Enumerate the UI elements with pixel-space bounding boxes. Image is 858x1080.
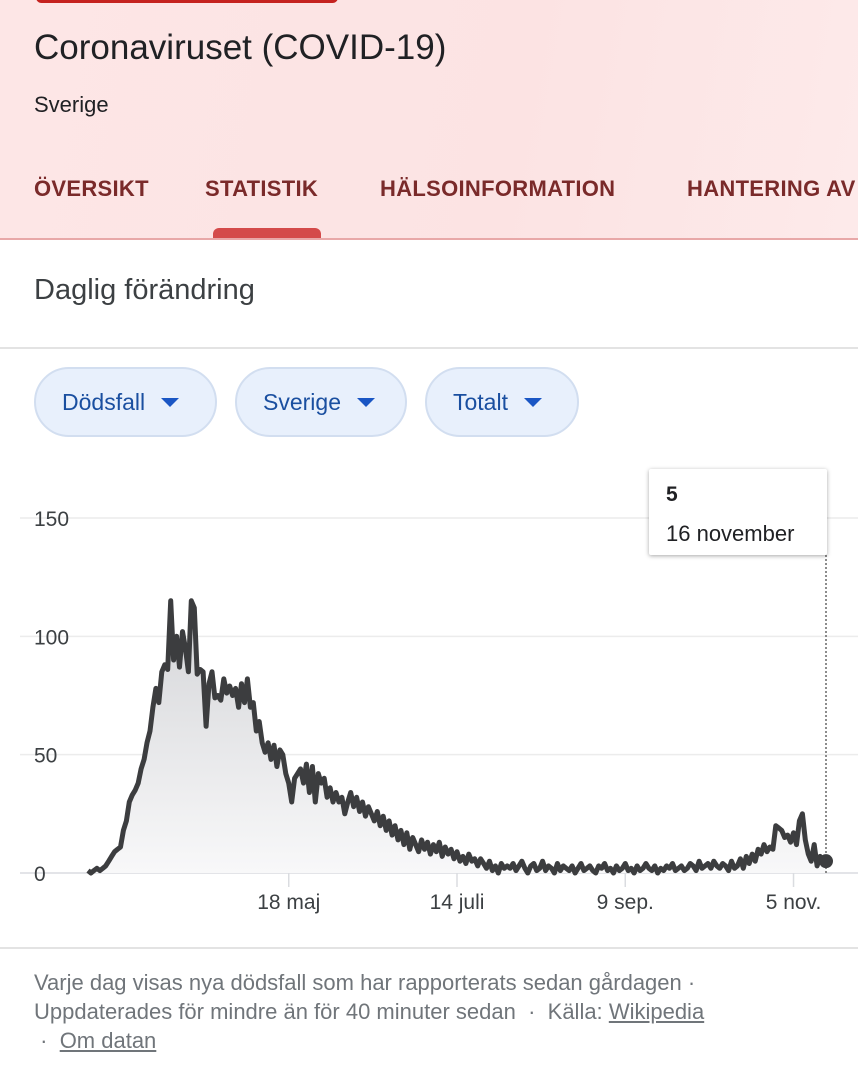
wikipedia-link[interactable]: Wikipedia — [608, 999, 705, 1024]
y-tick-label: 150 — [34, 508, 69, 531]
page-title: Coronaviruset (COVID-19) — [34, 28, 447, 67]
tooltip-date: 16 november — [666, 521, 795, 546]
footer-updated: Uppdaterades för mindre än för 40 minute… — [34, 999, 516, 1024]
highlight-point[interactable] — [819, 854, 833, 869]
series-line — [86, 598, 828, 876]
tab-statistik[interactable]: STATISTIK — [205, 176, 319, 201]
search-bar-edge — [36, 0, 338, 3]
tab-oversikt[interactable]: ÖVERSIKT — [34, 176, 149, 201]
region-filter-dropdown[interactable]: Sverige — [235, 367, 407, 437]
chart-tooltip: 5 16 november — [649, 469, 827, 555]
metric-filter-dropdown[interactable]: Dödsfall — [34, 367, 217, 437]
chip-label: Totalt — [453, 388, 508, 415]
daily-deaths-chart[interactable]: 0 50 100 150 18 maj 14 juli 9 sep. 5 nov. — [0, 460, 858, 930]
chip-label: Sverige — [263, 388, 341, 415]
x-tick-label: 5 nov. — [766, 891, 822, 914]
source-label: Källa: — [547, 999, 603, 1024]
chip-label: Dödsfall — [62, 388, 146, 415]
y-tick-label: 50 — [34, 745, 57, 768]
area-fill — [88, 600, 826, 873]
y-tick-label: 100 — [34, 626, 69, 649]
separator: · — [528, 999, 536, 1024]
tab-halsoinformation[interactable]: HÄLSOINFORMATION — [380, 176, 616, 201]
x-tick-label: 18 maj — [257, 891, 320, 914]
y-tick-label: 0 — [34, 863, 46, 886]
active-tab-indicator — [213, 228, 321, 238]
page-subtitle: Sverige — [34, 92, 109, 117]
separator: · — [40, 1028, 48, 1053]
section-title: Daglig förändring — [34, 274, 255, 306]
about-data-link[interactable]: Om datan — [59, 1028, 157, 1053]
header: Coronaviruset (COVID-19) Sverige ÖVERSIK… — [0, 0, 858, 240]
x-tick-label: 9 sep. — [597, 891, 654, 914]
tooltip-value: 5 — [666, 483, 678, 506]
caret-down-icon — [161, 397, 180, 407]
tab-hantering[interactable]: HANTERING AV — [687, 176, 856, 201]
caret-down-icon — [523, 397, 542, 407]
caret-down-icon — [356, 397, 375, 407]
divider — [0, 347, 858, 349]
x-tick-label: 14 juli — [430, 891, 485, 914]
divider — [0, 947, 858, 949]
chart-footer: Varje dag visas nya dödsfall som har rap… — [34, 968, 834, 1055]
scope-filter-dropdown[interactable]: Totalt — [425, 367, 579, 437]
footer-description: Varje dag visas nya dödsfall som har rap… — [34, 970, 696, 995]
